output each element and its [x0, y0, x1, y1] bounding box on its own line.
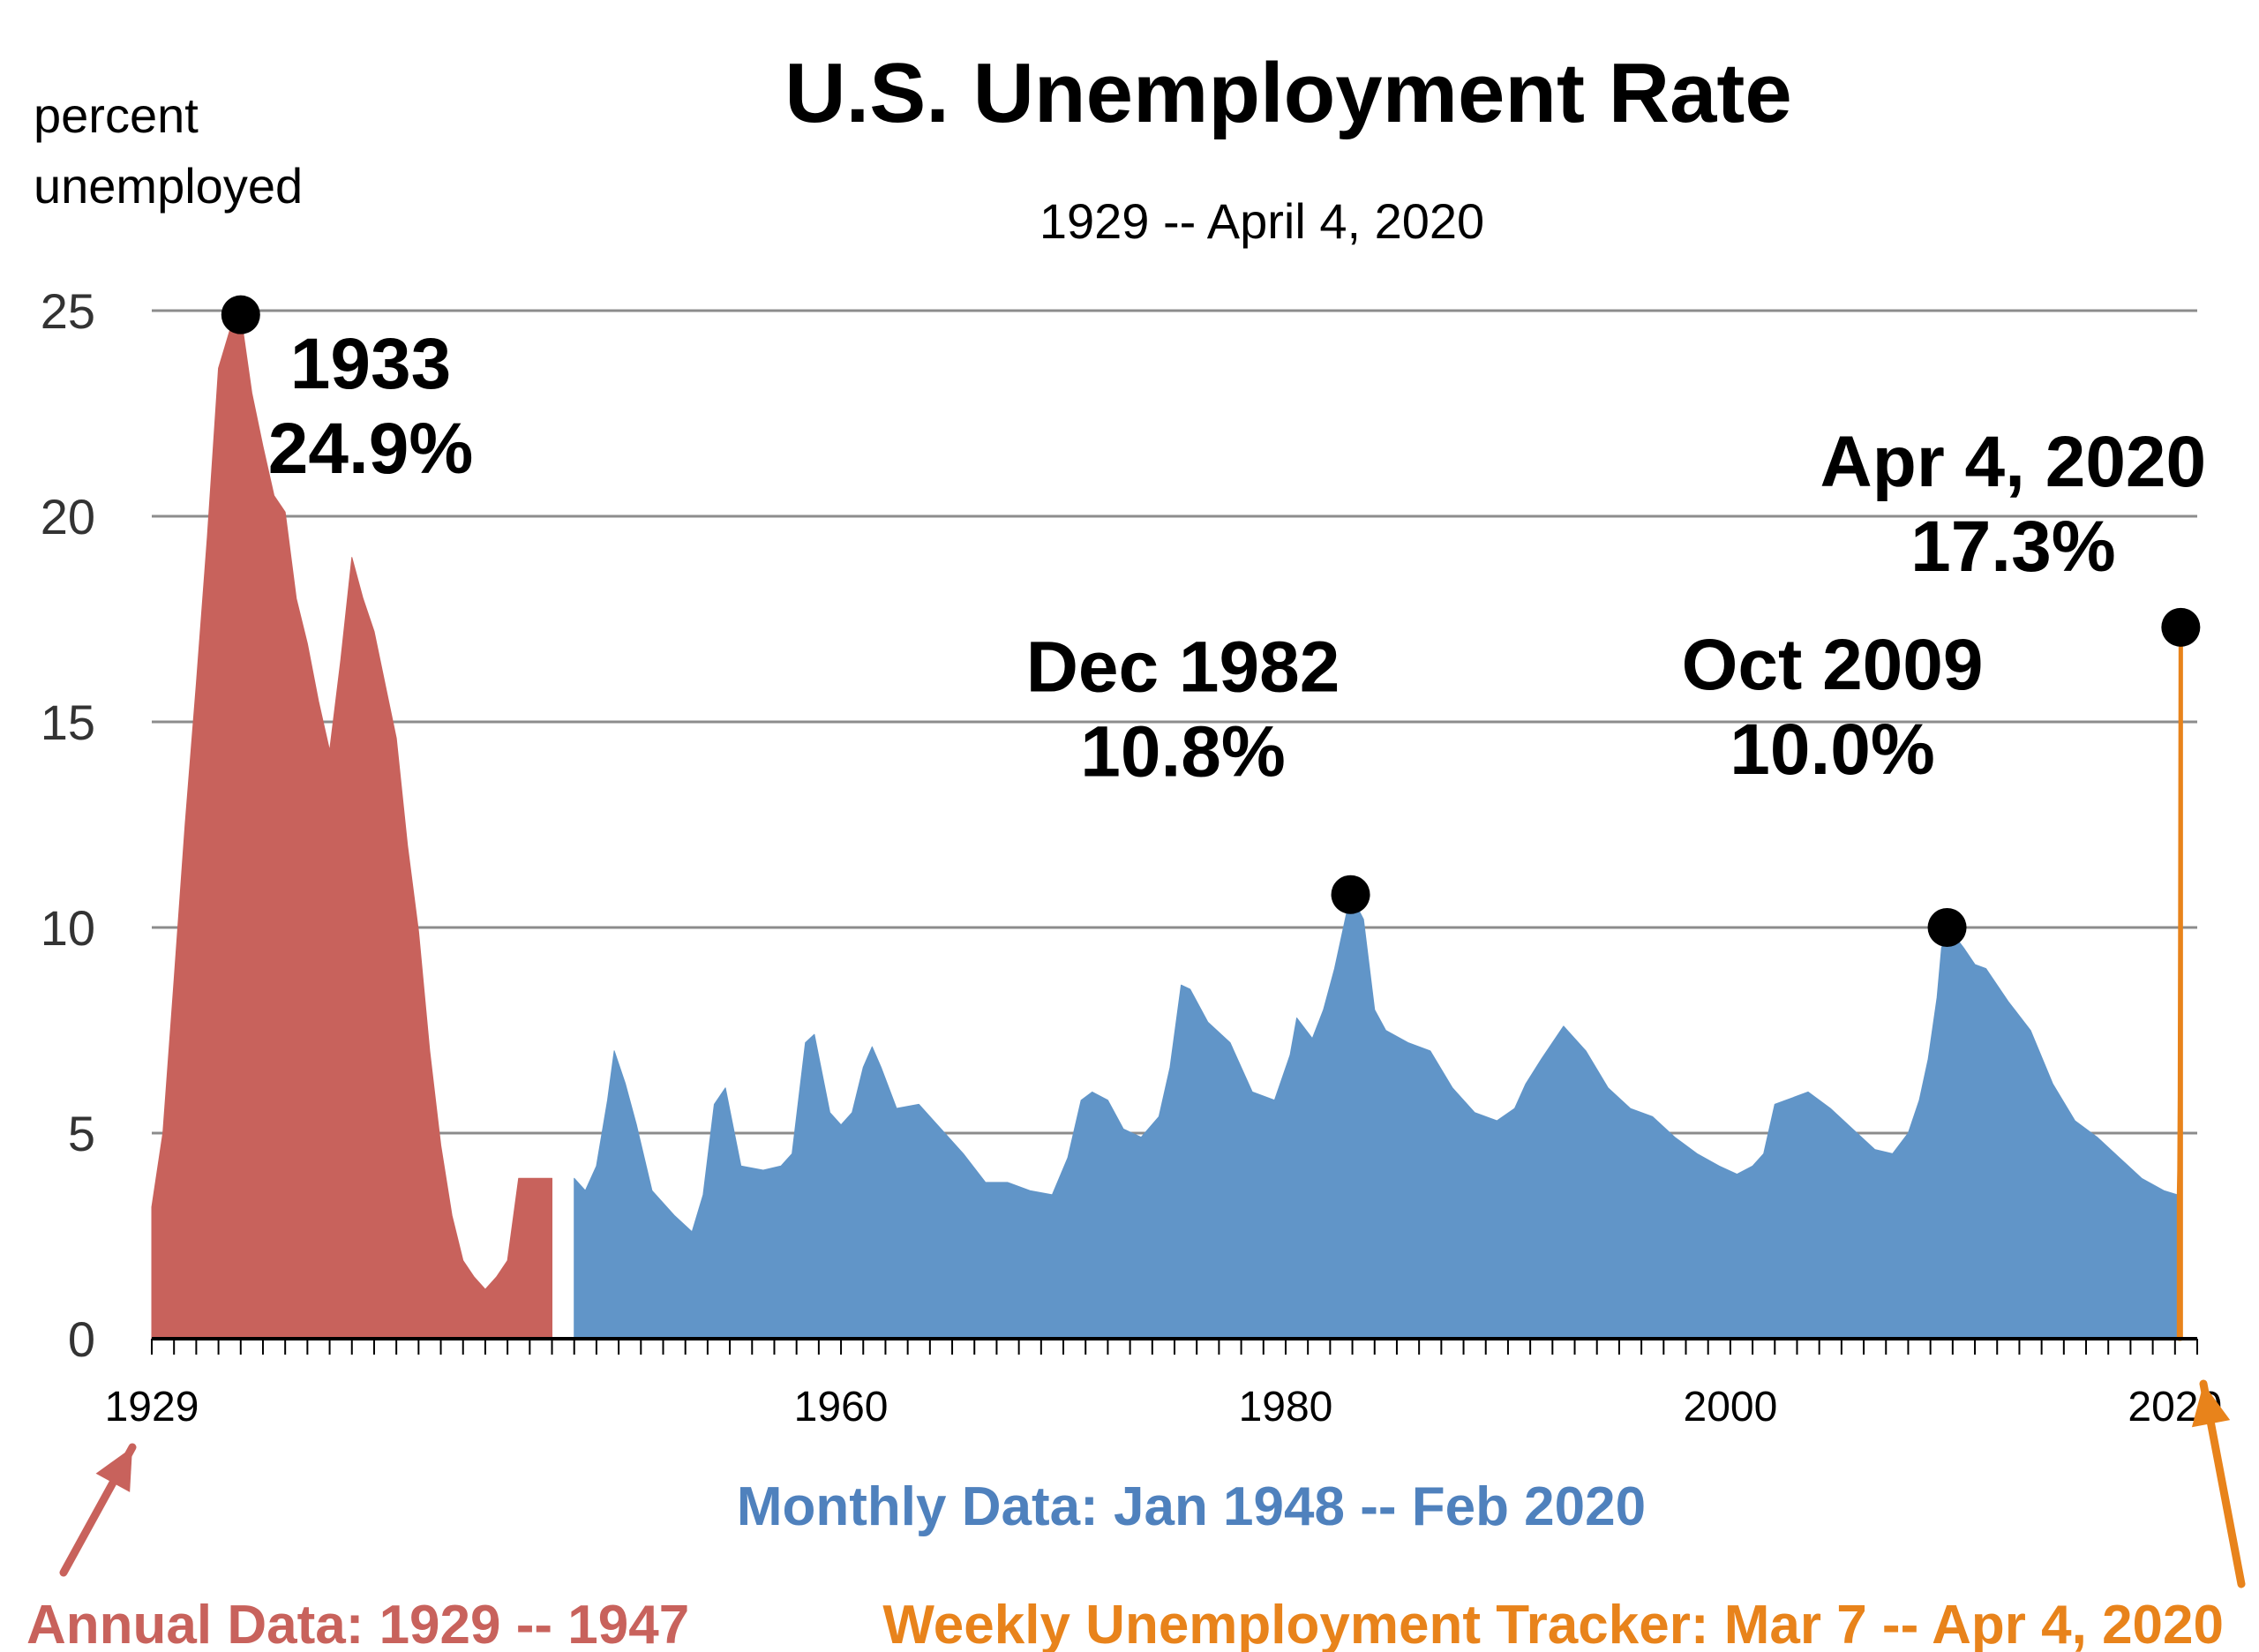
weekly-series-area	[2176, 625, 2183, 1341]
peak-marker	[1927, 908, 1967, 947]
y-tick-label: 20	[41, 489, 95, 544]
peak-annotation-line: 24.9%	[268, 409, 474, 489]
peak-annotation-line: 1933	[290, 324, 451, 404]
y-tick-label: 25	[41, 283, 95, 339]
monthly-series-area	[574, 894, 2178, 1340]
peak-annotation-line: 10.0%	[1730, 710, 1935, 790]
y-axis-label-line-2: unemployed	[34, 158, 303, 214]
y-tick-label: 5	[68, 1106, 95, 1161]
peak-markers	[221, 295, 2201, 947]
peak-marker	[221, 295, 260, 334]
x-tick-label: 2000	[1684, 1384, 1778, 1430]
annual-data-footnote: Annual Data: 1929 -- 1947	[26, 1595, 689, 1652]
monthly-data-footnote: Monthly Data: Jan 1948 -- Feb 2020	[737, 1476, 1646, 1537]
annual-series-area	[151, 314, 553, 1340]
peak-annotation-line: Dec 1982	[1026, 627, 1340, 708]
y-tick-label: 0	[68, 1311, 95, 1367]
annual-arrow-head	[95, 1447, 132, 1492]
y-tick-labels: 0 5 10 15 20 25	[41, 283, 95, 1367]
series-areas	[151, 314, 2183, 1341]
x-axis	[151, 1337, 2198, 1355]
chart-subtitle: 1929 -- April 4, 2020	[1039, 193, 1484, 249]
peak-annotation-line: 17.3%	[1910, 507, 2116, 587]
weekly-tracker-footnote: Weekly Unemployment Tracker: Mar 7 -- Ap…	[882, 1595, 2224, 1652]
weekly-arrow-head	[2191, 1384, 2231, 1428]
chart-title: U.S. Unemployment Rate	[784, 46, 1792, 140]
peak-annotation-line: Apr 4, 2020	[1820, 422, 2207, 502]
y-axis-label-line-1: percent	[34, 87, 199, 143]
x-tick-label: 1980	[1239, 1384, 1333, 1430]
y-tick-label: 10	[41, 900, 95, 956]
peak-annotation-line: Oct 2009	[1682, 625, 1984, 705]
x-tick-label: 1929	[105, 1384, 199, 1430]
x-tick-label: 1960	[794, 1384, 889, 1430]
x-tick-labels: 1929 1960 1980 2000 2020	[105, 1384, 2223, 1430]
footnote-arrows	[59, 1379, 2246, 1588]
peak-marker	[1331, 875, 1370, 914]
y-tick-label: 15	[41, 695, 95, 750]
peak-annotation-line: 10.8%	[1080, 712, 1286, 792]
peak-marker	[2161, 607, 2201, 647]
